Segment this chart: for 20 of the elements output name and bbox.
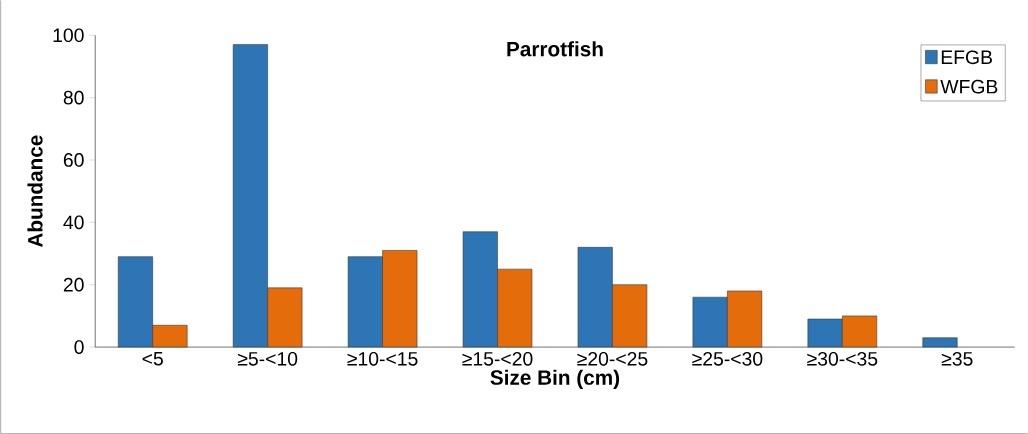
x-axis-title: Size Bin (cm): [490, 369, 620, 389]
y-tick-label: 0: [74, 340, 84, 354]
x-tick-label: ≥10-<15: [347, 351, 418, 366]
y-tick-label: 40: [63, 215, 84, 230]
legend-label: EFGB: [941, 50, 992, 64]
chart-title: Parrotfish: [507, 41, 603, 57]
y-tick-label: 60: [63, 152, 84, 167]
x-tick-label: ≥5-<10: [237, 351, 298, 366]
y-tick-label: 20: [63, 277, 84, 292]
x-tick-label: <5: [142, 351, 163, 366]
legend-label: WFGB: [940, 79, 998, 94]
bar: [922, 337, 958, 348]
y-tick-label: 80: [63, 90, 84, 105]
x-tick-label: ≥35: [941, 351, 973, 366]
y-tick-label: 100: [53, 28, 84, 42]
x-tick-label: ≥15-<20: [462, 351, 533, 366]
x-tick-label: ≥30-<35: [807, 351, 878, 366]
y-axis-title: Abundance: [27, 135, 43, 247]
x-tick-label: ≥25-<30: [692, 351, 763, 366]
x-tick-label: ≥20-<25: [577, 351, 648, 366]
